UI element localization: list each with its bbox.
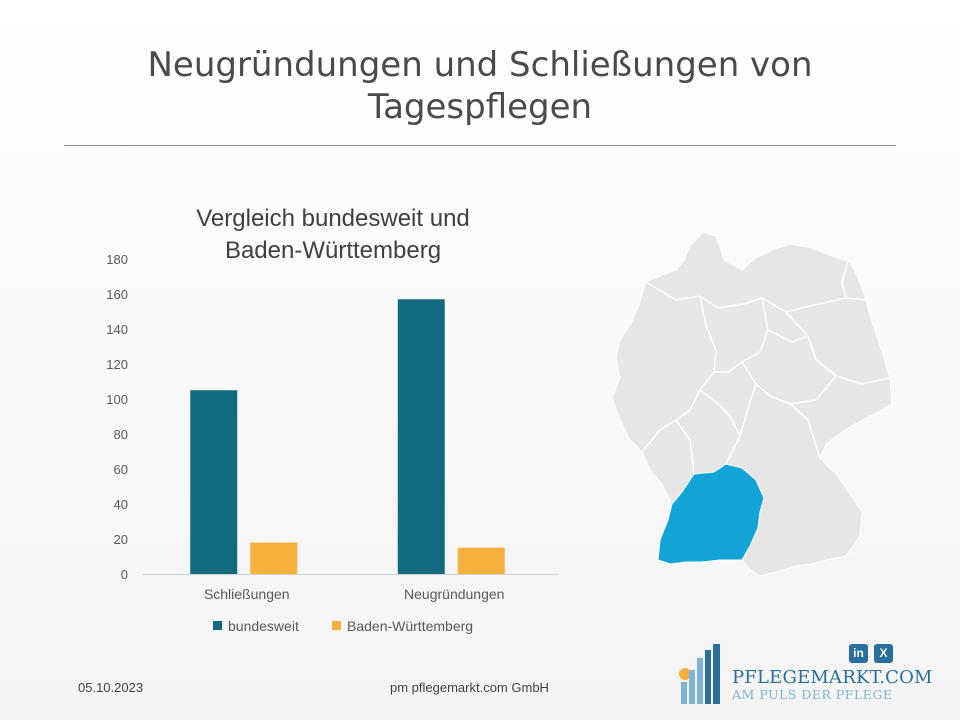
logo-mark-icon [679, 644, 720, 704]
linkedin-icon[interactable]: in [849, 644, 868, 663]
bar-bundesweit [397, 299, 445, 574]
chart-title-line-1: Vergleich bundesweit und [196, 205, 470, 232]
xing-icon[interactable]: X [874, 644, 893, 663]
legend-label: Baden-Württemberg [347, 618, 473, 634]
chart-title-line-2: Baden-Württemberg [224, 237, 442, 264]
germany-map [611, 231, 893, 577]
y-tick-label: 60 [114, 462, 128, 477]
slide-title-line-2: Tagespflegen [367, 87, 593, 127]
title-divider [64, 145, 896, 146]
footer-company: pm pflegemarkt.com GmbH [390, 680, 549, 695]
logo-bar-4 [705, 650, 711, 704]
bar-baden-wuerttemberg [457, 547, 505, 574]
x-category-label: Neugründungen [404, 586, 504, 602]
x-category-label: Schließungen [204, 586, 290, 602]
germany-outline [611, 231, 893, 577]
logo-name: PFLEGEMARKT.COM [732, 667, 933, 688]
legend-swatch [332, 621, 341, 630]
baden-wuerttemberg-region [657, 463, 765, 565]
slide-title: Neugründungen und Schließungen von Tages… [60, 44, 900, 128]
y-tick-label: 140 [106, 322, 128, 337]
y-tick-label: 180 [106, 252, 128, 267]
legend-label: bundesweit [228, 618, 299, 634]
y-tick-label: 0 [121, 567, 128, 582]
logo-slogan: AM PULS DER PFLEGE [732, 687, 893, 702]
pflegemarkt-logo: PFLEGEMARKT.COM AM PULS DER PFLEGE [672, 640, 932, 710]
bar-baden-wuerttemberg [250, 542, 298, 574]
logo-bar-2 [689, 670, 695, 704]
chart-title: Vergleich bundesweit und Baden-Württembe… [150, 203, 516, 267]
logo-bar-3 [697, 658, 703, 704]
logo-sun-icon [679, 668, 691, 680]
y-tick-label: 100 [106, 392, 128, 407]
logo-bar-1 [681, 682, 687, 704]
y-tick-label: 40 [114, 497, 128, 512]
logo-bar-5 [713, 644, 720, 704]
bar-chart: 0 20 40 60 80 100 120 140 160 180 Schließungen Neug… [106, 252, 558, 634]
legend-swatch [213, 621, 222, 630]
y-tick-label: 160 [106, 287, 128, 302]
slide-title-line-1: Neugründungen und Schließungen von [147, 45, 813, 85]
state-borders [641, 261, 891, 475]
footer-date: 05.10.2023 [78, 680, 144, 695]
y-tick-label: 120 [106, 357, 128, 372]
bar-bundesweit [190, 390, 238, 574]
y-tick-label: 20 [114, 532, 128, 547]
y-tick-label: 80 [114, 427, 128, 442]
